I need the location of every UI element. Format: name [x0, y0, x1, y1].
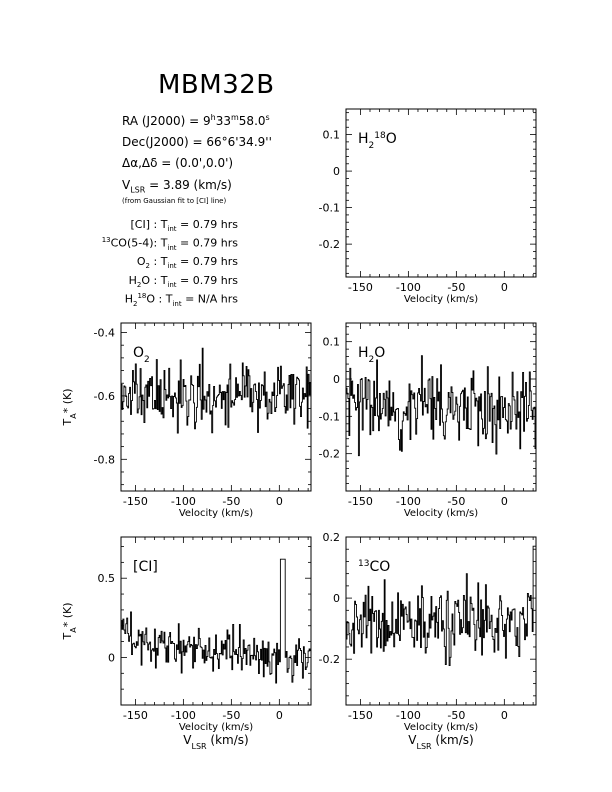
tint-h2o: H2O : Tint = 0.79 hrs [128, 274, 238, 290]
x-tick-label: 0 [501, 709, 508, 722]
tint-13co: 13CO(5-4): Tint = 0.79 hrs [101, 236, 238, 252]
source-title: MBM32B [158, 70, 275, 100]
x-tick-label: -100 [171, 495, 196, 508]
y-tick-label: -0.8 [94, 453, 115, 466]
y-tick-label: -0.2 [319, 653, 340, 666]
tint-ci: [CI] : Tint = 0.79 hrs [130, 218, 238, 234]
x-axis-label: Velocity (km/s) [404, 722, 478, 733]
y-tick-label: -0.6 [94, 390, 115, 403]
y-tick-label: -0.2 [319, 448, 340, 461]
x-tick-label: 0 [276, 709, 283, 722]
x-tick-label: -150 [123, 495, 148, 508]
panel-frame [120, 322, 312, 492]
y-tick-label: -0.1 [319, 410, 340, 423]
panel-13co: -150 -100 -50 0 0.2 0 -0.2 Velocity (km/s) 13CO [319, 531, 537, 733]
vlsr-axis-label: VLSR (km/s) [183, 733, 248, 751]
x-axis-label: Velocity (km/s) [179, 508, 253, 519]
x-tick-label: -100 [396, 709, 421, 722]
x-tick-label: 0 [501, 495, 508, 508]
y-tick-label: 0.1 [323, 129, 341, 142]
x-tick-label: -100 [396, 495, 421, 508]
x-axis-label: Velocity (km/s) [404, 294, 478, 305]
spectrum-line-h2o [346, 355, 537, 457]
y-tick-label: -0.4 [94, 327, 115, 340]
panel-o2: -150 -100 -50 0 -0.4 -0.6 -0.8 Velocity (km/s) O… [94, 322, 312, 519]
ra-text: RA (J2000) = 9h33m58.0s [122, 113, 270, 128]
species-label: [CI] [133, 559, 158, 575]
panel-h218o: -150 -100 -50 0 0.1 0 -0.1 -0.2 Velocity (km/s) H… [319, 108, 537, 305]
y-tick-label: -0.2 [319, 238, 340, 251]
species-label: H2O [358, 345, 385, 365]
panel-frame [345, 322, 537, 492]
panel-frame [345, 536, 537, 706]
y-tick-label: 0 [333, 165, 340, 178]
x-tick-label: -150 [348, 281, 373, 294]
species-label: O2 [133, 345, 150, 365]
vlsr-axis-label: VLSR (km/s) [408, 733, 473, 751]
panel-ci: -150 -100 -50 0 0.5 0 Velocity (km/s) [CI] [98, 536, 312, 733]
x-tick-label: -150 [123, 709, 148, 722]
offset-text: Δα,Δδ = (0.0',0.0') [122, 156, 234, 170]
x-tick-label: -100 [396, 281, 421, 294]
y-tick-label: 0.1 [323, 336, 341, 349]
y-tick-label: 0.5 [98, 572, 116, 585]
x-tick-label: -50 [222, 709, 240, 722]
species-label: 13CO [358, 559, 390, 575]
x-tick-label: 0 [501, 281, 508, 294]
y-tick-label: 0.2 [323, 531, 341, 544]
y-tick-label: 0 [333, 373, 340, 386]
x-tick-label: -100 [171, 709, 196, 722]
spectrum-line-o2 [121, 347, 312, 434]
vlsr-note: (from Gaussian fit to [CI] line) [122, 197, 227, 205]
y-axis-label: TA* (K) [61, 388, 78, 426]
x-tick-label: 0 [276, 495, 283, 508]
y-axis-label: TA* (K) [61, 602, 78, 640]
tint-o2: O2 : Tint = 0.79 hrs [136, 255, 238, 271]
y-tick-label: 0 [108, 651, 115, 664]
vlsr-text: VLSR = 3.89 (km/s) [122, 178, 232, 195]
x-tick-label: -50 [447, 281, 465, 294]
x-tick-label: -50 [222, 495, 240, 508]
y-tick-label: -0.1 [319, 202, 340, 215]
panel-h2o: -150 -100 -50 0 0.1 0 -0.1 -0.2 Velocity (km/s) H… [319, 322, 537, 519]
x-axis-label: Velocity (km/s) [179, 722, 253, 733]
dec-text: Dec(J2000) = 66°6'34.9'' [122, 135, 272, 149]
x-tick-label: -150 [348, 495, 373, 508]
x-tick-label: -50 [447, 495, 465, 508]
tint-h218o: H218O : Tint = N/A hrs [124, 292, 238, 308]
spectrum-line-13co [346, 545, 536, 667]
species-label: H218O [358, 131, 397, 151]
x-tick-label: -150 [348, 709, 373, 722]
x-tick-label: -50 [447, 709, 465, 722]
spectrum-line-ci [121, 558, 312, 684]
x-axis-label: Velocity (km/s) [404, 508, 478, 519]
y-tick-label: 0 [333, 592, 340, 605]
